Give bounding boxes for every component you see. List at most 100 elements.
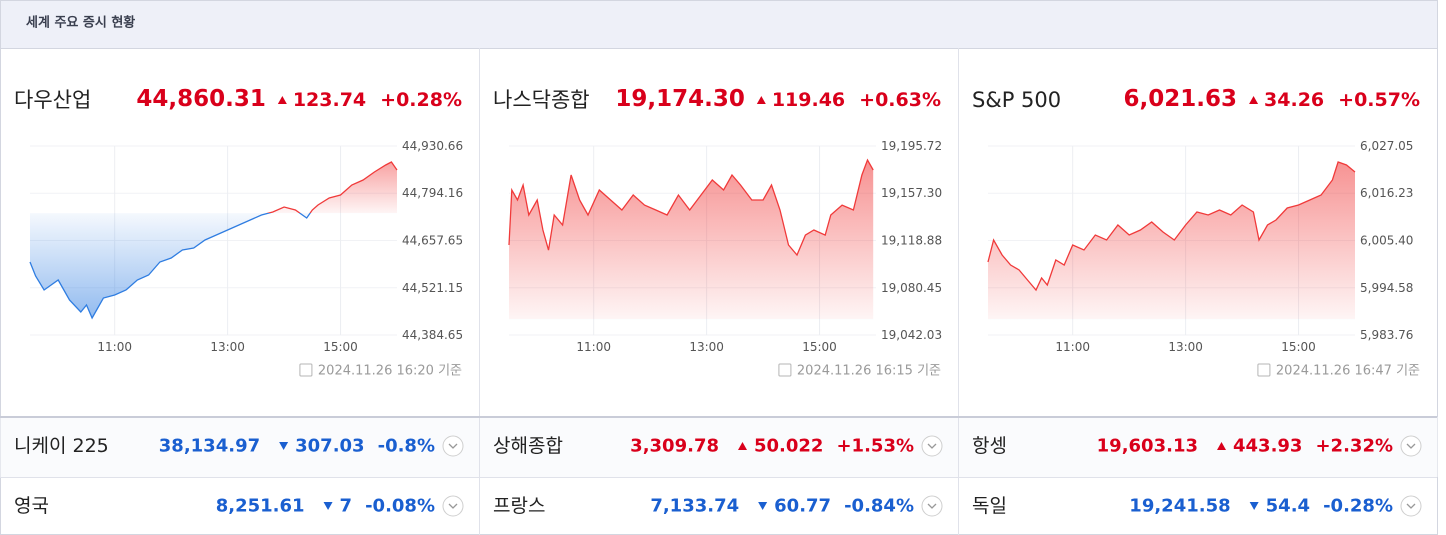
expand-button[interactable] — [921, 495, 943, 517]
expand-chevron — [927, 443, 937, 449]
x-tick-label: 11:00 — [1055, 340, 1090, 354]
index-name: 니케이 225 — [14, 435, 109, 457]
index-name: 프랑스 — [493, 495, 545, 517]
price: 19,241.58 — [1129, 496, 1230, 517]
change-value: 60.77 — [774, 496, 831, 517]
expand-chevron — [927, 503, 937, 509]
change-arrow — [758, 502, 768, 510]
header-bar — [0, 0, 1438, 49]
change-arrow — [323, 502, 333, 510]
index-name: 다우산업 — [14, 88, 91, 112]
change-arrow — [1249, 502, 1259, 510]
line — [29, 161, 398, 320]
price: 38,134.97 — [159, 436, 260, 457]
index-name: 나스닥종합 — [493, 88, 590, 112]
price: 44,860.31 — [136, 86, 266, 112]
expand-circle — [1400, 435, 1422, 457]
y-tick-label: 6,016.23 — [1360, 186, 1413, 200]
line — [508, 158, 874, 257]
expand-circle — [921, 435, 943, 457]
change-percent: +0.28% — [380, 89, 462, 111]
expand-chevron — [1406, 443, 1416, 449]
price: 7,133.74 — [650, 496, 739, 517]
change-value: 54.4 — [1266, 496, 1310, 517]
time-icon — [778, 363, 792, 377]
change-value: 50.022 — [754, 436, 823, 457]
y-tick-label: 44,384.65 — [402, 328, 463, 342]
change-arrow — [1217, 442, 1226, 450]
x-tick-label: 11:00 — [576, 340, 611, 354]
row-bg — [0, 417, 1438, 477]
index-name: 영국 — [14, 495, 49, 517]
timestamp: 2024.11.26 16:20 기준 — [318, 364, 462, 379]
price: 8,251.61 — [216, 496, 305, 517]
x-tick-label: 13:00 — [1168, 340, 1203, 354]
change-percent: -0.08% — [365, 496, 435, 517]
time-icon — [299, 363, 313, 377]
change-percent: +2.32% — [1315, 436, 1393, 457]
area — [509, 160, 874, 320]
y-tick-label: 19,118.88 — [881, 233, 942, 247]
time-icon — [1257, 363, 1271, 377]
y-tick-label: 44,657.65 — [402, 234, 463, 248]
change-arrow — [756, 96, 766, 104]
line — [987, 161, 1356, 292]
price: 19,174.30 — [615, 86, 745, 112]
area — [988, 162, 1355, 320]
expand-button[interactable] — [442, 435, 464, 457]
change-value: 443.93 — [1233, 436, 1302, 457]
x-tick-label: 13:00 — [210, 340, 245, 354]
y-tick-label: 19,157.30 — [881, 186, 942, 200]
change-value: 123.74 — [293, 89, 366, 111]
y-tick-label: 19,042.03 — [881, 328, 942, 342]
expand-chevron — [1406, 503, 1416, 509]
y-tick-label: 5,983.76 — [1360, 328, 1413, 342]
price: 19,603.13 — [1097, 436, 1198, 457]
x-tick-label: 13:00 — [689, 340, 724, 354]
y-tick-label: 19,080.45 — [881, 281, 942, 295]
change-arrow — [738, 442, 747, 450]
x-tick-label: 15:00 — [1281, 340, 1316, 354]
change-value: 7 — [340, 496, 353, 517]
y-tick-label: 44,930.66 — [402, 139, 463, 153]
area — [30, 162, 397, 318]
expand-circle — [921, 495, 943, 517]
expand-button[interactable] — [1400, 495, 1422, 517]
change-percent: -0.28% — [1323, 496, 1393, 517]
expand-circle — [1400, 495, 1422, 517]
change-value: 119.46 — [772, 89, 845, 111]
index-name: 상해종합 — [493, 435, 563, 457]
x-tick-label: 11:00 — [97, 340, 132, 354]
y-tick-label: 5,994.58 — [1360, 281, 1413, 295]
price: 6,021.63 — [1124, 86, 1238, 112]
expand-button[interactable] — [1400, 435, 1422, 457]
header-title: 세계 주요 증시 현황 — [26, 15, 135, 31]
index-name: 항셍 — [972, 435, 1007, 457]
change-percent: +1.53% — [836, 436, 914, 457]
price: 3,309.78 — [630, 436, 719, 457]
expand-chevron — [448, 503, 458, 509]
index-name: S&P 500 — [972, 88, 1061, 112]
x-tick-label: 15:00 — [323, 340, 358, 354]
y-tick-label: 6,027.05 — [1360, 139, 1413, 153]
timestamp: 2024.11.26 16:47 기준 — [1276, 364, 1420, 379]
change-value: 307.03 — [295, 436, 364, 457]
y-tick-label: 19,195.72 — [881, 139, 942, 153]
index-name: 독일 — [972, 495, 1007, 517]
x-tick-label: 15:00 — [802, 340, 837, 354]
change-percent: -0.8% — [378, 436, 435, 457]
change-percent: +0.57% — [1338, 89, 1420, 111]
expand-button[interactable] — [921, 435, 943, 457]
y-tick-label: 6,005.40 — [1360, 234, 1413, 248]
change-arrow — [1249, 96, 1259, 104]
expand-button[interactable] — [442, 495, 464, 517]
y-tick-label: 44,794.16 — [402, 186, 463, 200]
change-percent: +0.63% — [859, 89, 941, 111]
change-value: 34.26 — [1264, 89, 1324, 111]
change-arrow — [279, 442, 289, 450]
change-percent: -0.84% — [844, 496, 914, 517]
timestamp: 2024.11.26 16:15 기준 — [797, 364, 941, 379]
expand-circle — [442, 495, 464, 517]
expand-chevron — [448, 443, 458, 449]
